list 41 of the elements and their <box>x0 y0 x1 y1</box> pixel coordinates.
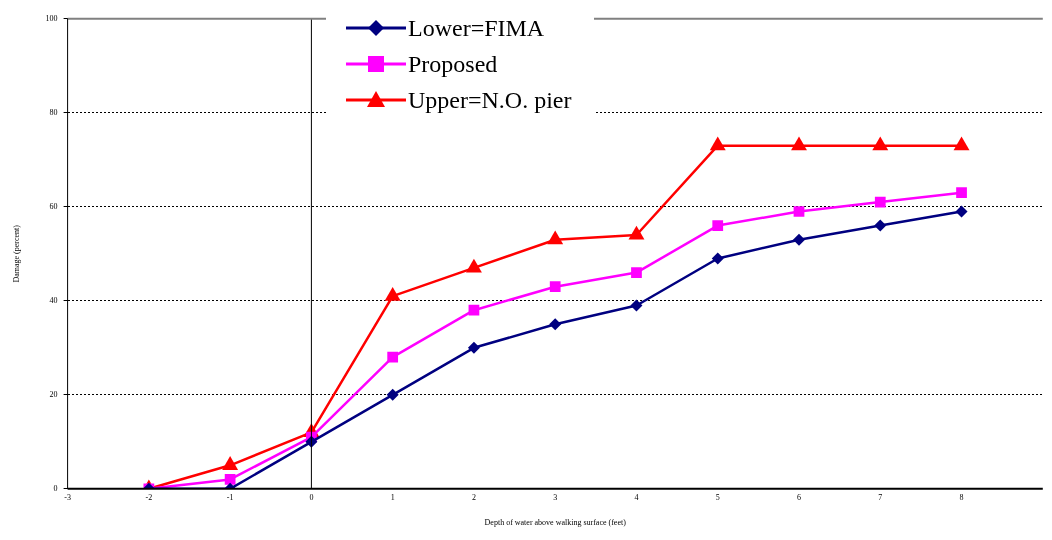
x-tick-label: 4 <box>634 492 639 502</box>
x-tick-label: -2 <box>145 492 153 502</box>
point <box>711 252 724 265</box>
point <box>874 219 887 232</box>
point <box>712 220 724 231</box>
x-tick-label: 6 <box>797 492 801 502</box>
point <box>631 267 642 278</box>
point <box>793 206 805 217</box>
point <box>549 318 562 331</box>
x-axis-title: Depth of water above walking surface (feet) <box>484 518 627 528</box>
x-tick-label: 8 <box>959 492 964 502</box>
point <box>874 196 886 208</box>
point <box>793 233 805 246</box>
y-tick-label: 0 <box>53 483 58 493</box>
y-tick-label: 20 <box>49 389 58 399</box>
point <box>630 299 643 312</box>
y-tick-label: 100 <box>45 13 58 23</box>
y-axis-title: Damage (percent) <box>11 224 21 283</box>
point <box>387 351 399 363</box>
point <box>956 187 967 199</box>
x-tick-label: 0 <box>309 492 314 502</box>
point <box>222 456 239 470</box>
y-tick-label: 40 <box>49 295 58 305</box>
point <box>386 388 399 401</box>
x-tick-label: 2 <box>471 492 476 502</box>
x-tick-label: 3 <box>553 492 558 502</box>
x-tick-label: 7 <box>878 492 883 502</box>
y-tick-label: 60 <box>49 201 58 211</box>
x-tick-label: 1 <box>390 492 395 502</box>
point <box>467 341 480 354</box>
x-tick-label: -3 <box>64 492 71 502</box>
point <box>224 474 236 485</box>
point <box>549 281 561 293</box>
legend-label: Lower=FIMA <box>408 14 545 42</box>
point <box>468 304 480 316</box>
point <box>955 205 968 218</box>
legend-label: Proposed <box>408 50 498 78</box>
y-tick-label: 80 <box>49 107 58 117</box>
legend-label: Upper=N.O. pier <box>408 86 572 114</box>
x-tick-label: 5 <box>715 492 720 502</box>
x-tick-label: -1 <box>226 492 234 502</box>
